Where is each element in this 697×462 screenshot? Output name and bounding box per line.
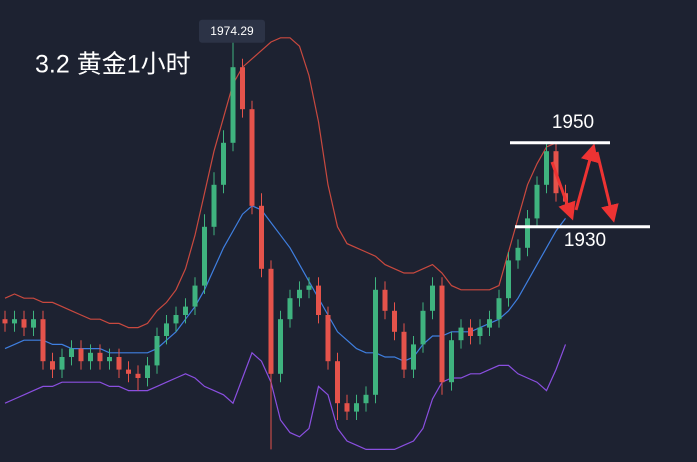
arrow [550, 161, 576, 221]
candle-body [107, 357, 112, 362]
candle-body [78, 348, 84, 362]
candle-body [363, 394, 369, 404]
candle-body [259, 205, 264, 269]
candle-body [392, 310, 397, 332]
candle-body [116, 357, 122, 370]
candle-body [420, 310, 426, 345]
candle-body [221, 142, 226, 185]
candle-body [449, 340, 454, 383]
candle-body [88, 352, 93, 362]
candle-body [534, 184, 540, 219]
candle-body [525, 218, 530, 248]
candle-body [173, 315, 179, 324]
candle-body [21, 319, 27, 328]
candle-body [145, 365, 150, 378]
candle-body [192, 285, 198, 307]
candle-body [278, 319, 283, 374]
candle-body [164, 323, 169, 336]
candle-body [468, 327, 473, 336]
candle-body [335, 361, 340, 404]
candle-body [430, 285, 435, 311]
candle-body [2, 319, 8, 324]
candle-body [487, 319, 492, 328]
candle-body [183, 306, 188, 315]
candle-body [135, 373, 141, 378]
candle-body [544, 151, 549, 185]
candle-body [316, 285, 321, 315]
candle-body [325, 315, 331, 362]
band-line [4, 344, 567, 450]
candle-body [154, 336, 160, 366]
candle-body [97, 352, 103, 362]
level-label: 1950 [552, 112, 594, 133]
annotation-arrows [550, 143, 619, 223]
candle-body [382, 289, 388, 311]
chart-title: 3.2 黄金1小时 [35, 51, 191, 79]
candle-body [306, 285, 312, 290]
candle-body [477, 327, 483, 336]
candle-body [287, 298, 293, 320]
candle-body [354, 403, 359, 412]
candle-body [268, 268, 274, 374]
candle-body [344, 403, 350, 412]
candle-body [59, 357, 65, 370]
candle-body [40, 319, 46, 362]
candle-body [240, 67, 245, 110]
candle-body [515, 247, 521, 261]
candle-body [373, 289, 378, 395]
candle-body [496, 298, 502, 320]
level-label: 1930 [564, 230, 606, 251]
candle-body [69, 348, 74, 357]
candle-body [458, 327, 464, 341]
candle-body [126, 369, 131, 374]
candle-body [411, 344, 416, 370]
peak-label: 1974.29 [210, 24, 254, 38]
candle-body [297, 289, 302, 299]
candle-body [211, 184, 217, 227]
candle-body [249, 109, 255, 206]
candle-body [31, 319, 36, 328]
candle-body [202, 226, 207, 286]
arrow [595, 151, 619, 223]
arrow [574, 143, 599, 211]
candle-body [506, 260, 511, 299]
candle-body [230, 67, 236, 143]
candle-body [401, 331, 407, 370]
candle-body [12, 319, 17, 324]
candle-body [50, 361, 55, 370]
peak-label-box [199, 19, 265, 43]
band-line [4, 37, 566, 329]
candle-body [439, 285, 445, 383]
